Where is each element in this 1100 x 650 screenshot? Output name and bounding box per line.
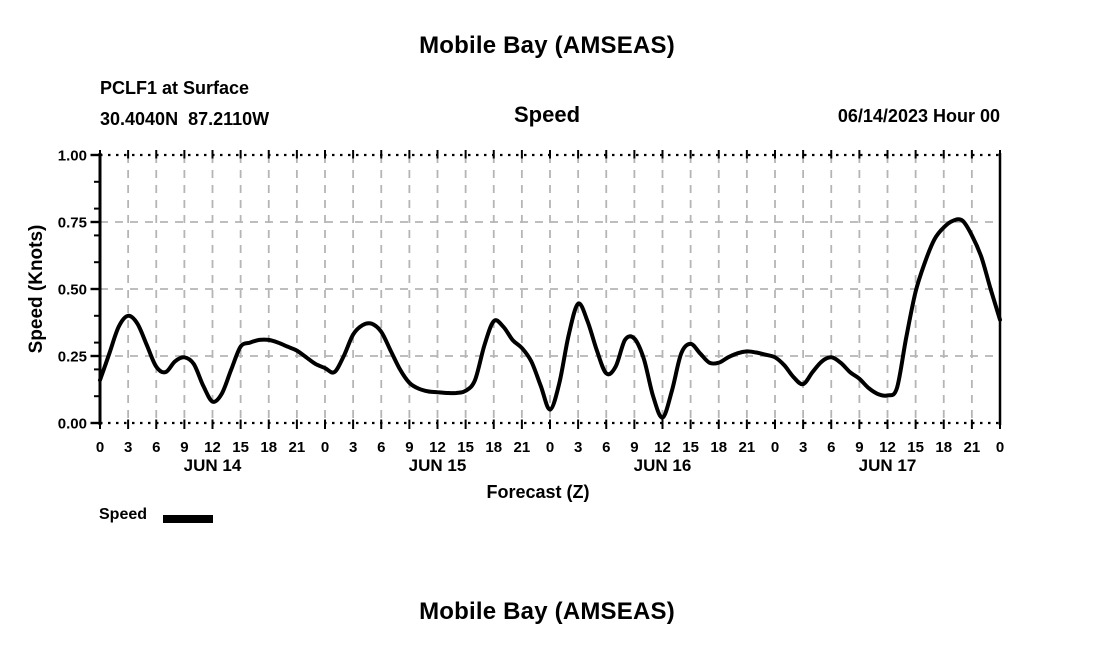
station-label: PCLF1 at Surface: [100, 78, 250, 98]
y-tick-label: 0.25: [58, 349, 87, 366]
x-tick-label: 18: [260, 439, 277, 456]
x-tick-label: 12: [204, 439, 221, 456]
x-tick-label: 6: [602, 439, 610, 456]
day-label: JUN 15: [409, 456, 467, 475]
y-axis-title: Speed (Knots): [26, 224, 48, 354]
chart-title-bottom: Mobile Bay (AMSEAS): [419, 598, 675, 625]
axis-ticks: [90, 150, 1001, 429]
y-tick-label: 1.00: [58, 148, 87, 165]
x-tick-label: 0: [771, 439, 779, 456]
x-tick-label: 12: [879, 439, 896, 456]
x-tick-label: 9: [405, 439, 413, 456]
x-tick-label: 3: [349, 439, 357, 456]
x-tick-label: 21: [739, 439, 756, 456]
x-tick-label: 21: [514, 439, 531, 456]
y-tick-label: 0.50: [58, 282, 87, 299]
x-axis-title: Forecast (Z): [486, 482, 590, 502]
x-tick-label: 3: [799, 439, 807, 456]
x-tick-label: 18: [710, 439, 727, 456]
x-tick-label: 3: [124, 439, 132, 456]
x-tick-label: 9: [630, 439, 638, 456]
legend-line-swatch: [163, 515, 213, 523]
x-tick-label: 21: [964, 439, 981, 456]
x-tick-label: 6: [827, 439, 835, 456]
x-tick-label: 0: [96, 439, 104, 456]
x-tick-label: 18: [935, 439, 952, 456]
day-labels: JUN 14 JUN 15 JUN 16 JUN 17: [184, 456, 917, 475]
y-tick-label: 0.00: [58, 416, 87, 433]
x-tick-label: 6: [377, 439, 385, 456]
day-label: JUN 17: [859, 456, 917, 475]
x-tick-labels: 0 3 6 9 12 15 18 21 0 3 6 9 12 15 18 21 0 3 6 9 12 15 18 21 0 3 6 9…: [96, 439, 1004, 456]
day-label: JUN 14: [184, 456, 242, 475]
x-tick-label: 12: [654, 439, 671, 456]
x-tick-label: 15: [457, 439, 474, 456]
x-tick-label: 15: [682, 439, 699, 456]
x-tick-label: 0: [321, 439, 329, 456]
y-tick-label: 0.75: [58, 215, 87, 232]
x-tick-label: 12: [429, 439, 446, 456]
x-tick-label: 0: [546, 439, 554, 456]
x-tick-label: 15: [232, 439, 249, 456]
day-label: JUN 16: [634, 456, 692, 475]
x-tick-label: 6: [152, 439, 160, 456]
x-tick-label: 15: [907, 439, 924, 456]
x-tick-label: 9: [855, 439, 863, 456]
variable-title: Speed: [513, 102, 581, 127]
legend-label: Speed: [99, 506, 148, 523]
x-tick-label: 0: [996, 439, 1004, 456]
station-coordinates: 30.4040N 87.2110W: [100, 109, 270, 129]
y-tick-labels: 0.00 0.25 0.50 0.75 1.00: [58, 148, 87, 433]
x-tick-label: 21: [289, 439, 306, 456]
model-run-date: 06/14/2023 Hour 00: [837, 106, 1000, 126]
chart-title-top: Mobile Bay (AMSEAS): [419, 32, 675, 59]
x-tick-label: 3: [574, 439, 582, 456]
series-line-speed: [98, 217, 1002, 420]
x-tick-label: 9: [180, 439, 188, 456]
grid-lines: [100, 155, 1000, 423]
x-tick-label: 18: [485, 439, 502, 456]
speed-curve: [98, 217, 1002, 420]
